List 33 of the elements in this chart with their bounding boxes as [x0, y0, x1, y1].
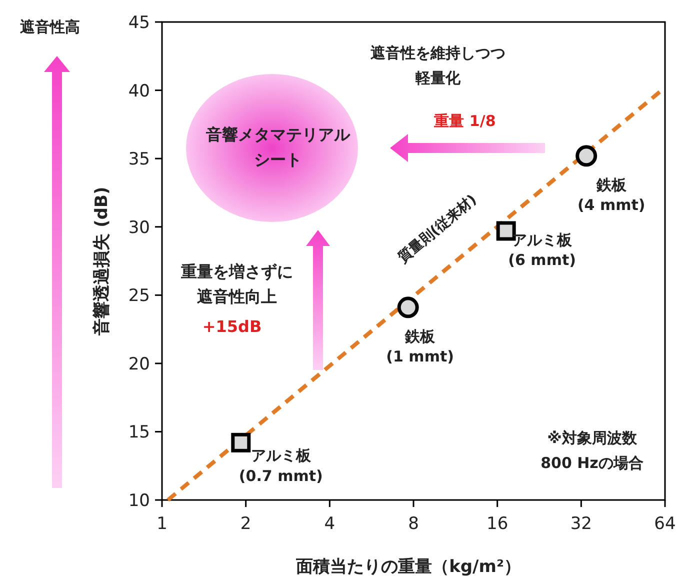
annotation: 軽量化 [414, 69, 462, 87]
annotation: 質量則(従来材) [394, 191, 480, 267]
annotation: 重量 1/8 [433, 112, 496, 130]
y-tick-label: 40 [128, 81, 150, 102]
x-tick-label: 32 [570, 514, 592, 534]
annotation: 鉄板 (4 mmt) [577, 176, 646, 214]
y-axis-title: 音響透過損失 (dB) [92, 186, 112, 336]
x-tick-label: 16 [486, 514, 508, 534]
x-tick-label: 4 [324, 514, 336, 534]
x-axis-title: 面積当たりの重量（kg/m²） [295, 557, 521, 577]
x-tick-label: 8 [408, 514, 419, 534]
annotation: アルミ板 (6 mmt) [508, 230, 576, 270]
x-tick-label: 2 [240, 514, 252, 534]
annotation: 遮音性を維持しつつ [370, 44, 506, 62]
text: 遮音性高 [19, 18, 80, 36]
annotation: 遮音性向上 [196, 287, 277, 306]
annotation: ※対象周波数 [547, 429, 638, 447]
x-tick-label: 64 [654, 514, 676, 534]
y-tick-label: 15 [128, 422, 150, 443]
y-tick-label: 35 [128, 150, 150, 170]
annotation: +15dB [202, 317, 262, 336]
y-tick-label: 30 [128, 218, 150, 238]
annotation: 音響メタマテリアル [205, 125, 351, 144]
x-tick-label: 1 [156, 514, 168, 534]
y-tick-label: 10 [128, 491, 150, 511]
y-tick-label: 20 [128, 354, 150, 374]
annotation: 800 Hzの場合 [540, 454, 644, 472]
annotation: アルミ板 (0.7 mmt) [238, 446, 323, 485]
annotation: 重量を増さずに [180, 262, 293, 281]
y-tick-label: 25 [128, 286, 150, 306]
annotation: シート [254, 150, 302, 169]
y-tick-label: 45 [128, 13, 150, 33]
annotation: 鉄板 (1 mmt) [386, 327, 454, 366]
